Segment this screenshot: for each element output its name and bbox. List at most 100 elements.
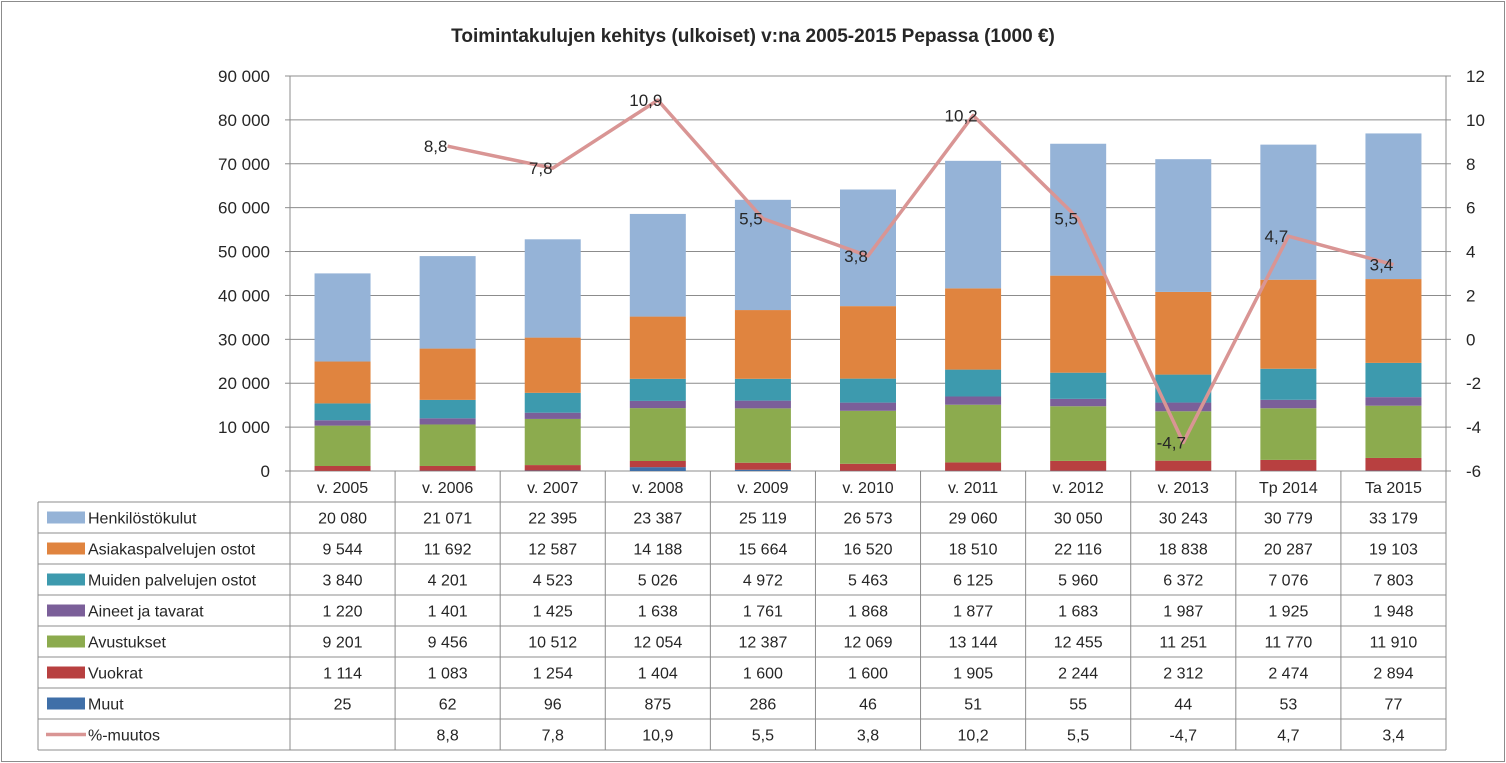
y-right-tick-label: -2: [1466, 374, 1481, 393]
bar-segment: [314, 273, 371, 362]
line-data-label: 8,8: [424, 137, 448, 156]
bar-segment: [734, 400, 791, 409]
bar-segment: [1365, 457, 1422, 471]
line-data-label: 10,2: [945, 107, 978, 126]
table-cell: 7,8: [542, 728, 564, 745]
table-cell: 1 114: [323, 666, 362, 683]
bar-segment: [1155, 460, 1212, 471]
bar-segment: [1365, 397, 1422, 406]
bar-segment: [1050, 372, 1107, 399]
table-cell: 4 201: [428, 573, 468, 590]
legend-swatch: [47, 542, 85, 555]
bar-segment: [419, 424, 476, 466]
bar-segment: [629, 378, 686, 401]
bar-segment: [1155, 402, 1212, 412]
bar-stacks: [314, 133, 1422, 471]
y-right-tick-label: -4: [1466, 418, 1481, 437]
table-cell: 12 455: [1054, 635, 1103, 652]
bar-segment: [1050, 460, 1107, 471]
table-cell: 875: [644, 697, 671, 714]
table-cell: 20 080: [318, 511, 367, 528]
table-cell: 1 600: [743, 666, 783, 683]
bar-segment: [1155, 411, 1212, 461]
y-right-tick-label: 12: [1466, 67, 1485, 86]
data-table: v. 2005 v. 2006 v. 2007 v. 2008 v. 2009 v. 20…: [37, 471, 1447, 751]
table-cell: 8,8: [437, 728, 459, 745]
table-cell: 1 638: [638, 604, 678, 621]
bar-segment: [1050, 398, 1107, 407]
bar-segment: [314, 425, 371, 467]
table-cell: 22 395: [528, 511, 577, 528]
table-cell: 1 905: [953, 666, 993, 683]
category-label: v. 2012: [1053, 480, 1104, 497]
table-cell: 3,4: [1382, 728, 1404, 745]
axes: 0 10 000 20 000 30 000 40 000 50 000 60 000 70 …: [218, 67, 1485, 481]
table-cell: 96: [544, 697, 562, 714]
table-cell: 14 188: [633, 542, 682, 559]
chart-title: Toimintakulujen kehitys (ulkoiset) v:na …: [451, 26, 1055, 47]
table-cell: 19 103: [1369, 542, 1418, 559]
legend-label: Vuokrat: [88, 666, 143, 683]
legend-swatch: [47, 666, 85, 679]
table-cell: 23 387: [633, 511, 682, 528]
bar-segment: [419, 418, 476, 425]
bar-segment: [314, 361, 371, 404]
table-cell: 3 840: [323, 573, 363, 590]
bar-segment: [840, 306, 896, 379]
table-cell: 18 510: [949, 542, 998, 559]
line-data-label: 5,5: [1054, 210, 1078, 229]
table-cell: 9 201: [323, 635, 363, 652]
table-cell: 4 972: [743, 573, 783, 590]
bar-segment: [314, 466, 371, 471]
y-right-tick-label: -6: [1466, 462, 1481, 481]
line-series: [447, 98, 1394, 445]
table-cell: 10,9: [642, 728, 673, 745]
bar-segment: [1365, 279, 1422, 363]
bar-segment: [524, 412, 581, 419]
table-cell: 12 054: [633, 635, 682, 652]
bar-segment: [1260, 144, 1317, 280]
bar-segment: [1260, 459, 1317, 471]
table-cell: 1 948: [1373, 604, 1413, 621]
bar-segment: [419, 399, 476, 419]
table-cell: 1 683: [1058, 604, 1098, 621]
bar-segment: [734, 462, 791, 470]
legend-swatch: [47, 604, 85, 617]
legend-label: Asiakaspalvelujen ostot: [88, 542, 256, 559]
bar-segment: [1260, 408, 1317, 460]
table-cell: 12 587: [528, 542, 577, 559]
category-label: Ta 2015: [1365, 480, 1422, 497]
bar-segment: [629, 316, 686, 379]
table-cell: 1 401: [428, 604, 468, 621]
y-left-tick-label: 50 000: [218, 243, 270, 262]
y-right-tick-label: 6: [1466, 199, 1475, 218]
category-label: v. 2005: [317, 480, 368, 497]
y-left-tick-label: 90 000: [218, 67, 270, 86]
table-cell: 11 251: [1159, 635, 1207, 652]
table-cell: 1 404: [638, 666, 678, 683]
table-cell: 26 573: [844, 511, 893, 528]
bar-segment: [840, 410, 896, 464]
table-cell: 25 119: [739, 511, 787, 528]
bar-segment: [524, 392, 581, 413]
legend-label: Avustukset: [88, 635, 167, 652]
table-cell: 29 060: [949, 511, 998, 528]
category-label: v. 2013: [1158, 480, 1209, 497]
bar-segment: [524, 337, 581, 393]
y-right-tick-label: 2: [1466, 286, 1475, 305]
line-data-label: 10,9: [629, 91, 662, 110]
table-cell: 11 692: [424, 542, 472, 559]
bar-segment: [419, 348, 476, 400]
legend-label: Aineet ja tavarat: [88, 604, 204, 621]
line-data-label: 5,5: [739, 210, 763, 229]
line-data-label: -4,7: [1157, 433, 1186, 452]
table-cell: 77: [1385, 697, 1403, 714]
table-cell: 55: [1069, 697, 1087, 714]
bar-segment: [734, 469, 791, 471]
legend-swatch: [47, 511, 85, 524]
table-cell: 6 372: [1163, 573, 1203, 590]
line-data-label: 3,4: [1370, 256, 1394, 275]
table-cell: 11 770: [1264, 635, 1312, 652]
y-left-tick-label: 80 000: [218, 111, 270, 130]
category-label: v. 2008: [632, 480, 683, 497]
